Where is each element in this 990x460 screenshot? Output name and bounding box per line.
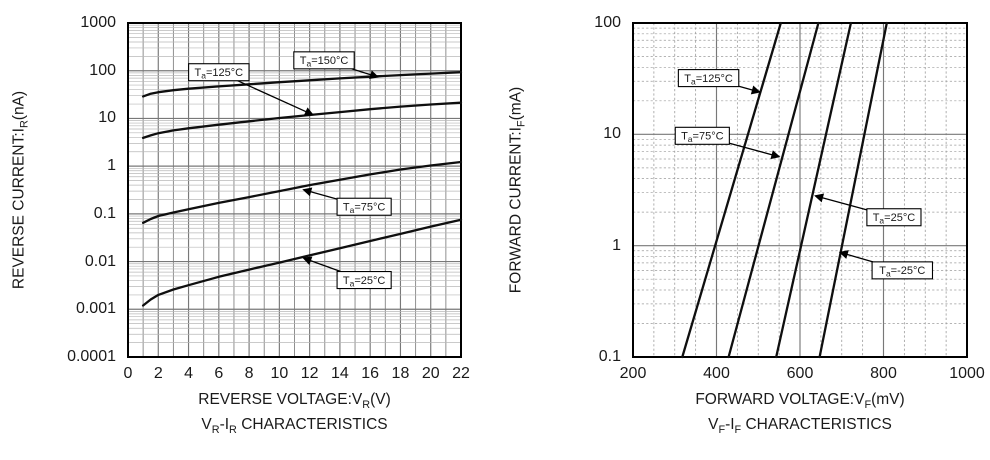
x-tick-label: 10: [270, 365, 289, 382]
callout-ta-125-c: Ta=125°C: [677, 69, 761, 95]
y-tick-label: 100: [89, 61, 116, 79]
curve-ta-25-c: [818, 21, 888, 359]
y-tick-label: 1000: [80, 14, 116, 31]
plot-border: [127, 22, 462, 358]
x-tick-label: 22: [452, 365, 470, 382]
callout-arrow: [729, 142, 781, 160]
y-tick-label: 0.0001: [67, 348, 116, 365]
x-grid: [653, 23, 947, 357]
x-axis-label: FORWARD VOLTAGE:VF(mV): [695, 391, 905, 412]
curve-ta-75-c: [141, 160, 463, 224]
callout-box: [871, 261, 934, 280]
y-tick-label: 10: [98, 109, 116, 127]
callout-label: Ta=150°C: [300, 55, 349, 69]
callout-ta-75-c: Ta=75°C: [302, 187, 392, 216]
curve-ta-25-c: [141, 218, 463, 307]
y-grid: [128, 24, 461, 343]
callout-label: Ta=125°C: [195, 67, 244, 81]
y-tick-label: 0.1: [93, 204, 116, 222]
x-tick-label: 400: [703, 365, 730, 382]
y-tick-label: 100: [594, 14, 621, 31]
callout-ta-25-c: Ta=25°C: [814, 193, 922, 227]
y-axis-label: FORWARD CURRENT:IF(mA): [507, 86, 528, 294]
curve-ta-150-c: [141, 71, 463, 98]
callout-box: [674, 126, 730, 145]
x-tick-label: 600: [786, 365, 814, 382]
x-tick-label: 6: [214, 365, 224, 382]
x-tick-label: 16: [361, 365, 380, 382]
chart-vf-if: Ta=125°C Ta=75°C Ta=25°C Ta=-25°C 100 10 1 0.1 2…: [495, 0, 990, 460]
chart-svg: Ta=125°C Ta=75°C Ta=25°C Ta=-25°C: [632, 21, 968, 359]
y-tick-label: 0.1: [598, 348, 621, 365]
callout-label: Ta=25°C: [873, 212, 916, 226]
callout-box: [866, 208, 922, 227]
x-tick-label: 14: [331, 365, 349, 382]
callout-ta-25-c: Ta=-25°C: [838, 250, 934, 280]
chart-vr-ir: Ta=125°C Ta=150°C Ta=75°C Ta=25°C 1000 100 10 1…: [10, 14, 470, 437]
x-tick-label: 200: [619, 365, 647, 382]
x-tick-label: 12: [300, 365, 319, 382]
callout-ta-125-c: Ta=125°C: [188, 63, 314, 116]
callout-label: Ta=-25°C: [879, 265, 925, 279]
x-tick-label: 1000: [949, 365, 985, 382]
y-tick-label: 1: [107, 157, 116, 175]
y-axis-label: REVERSE CURRENT:IR(nA): [10, 90, 31, 290]
callout-box: [188, 63, 250, 82]
callout-arrow: [237, 80, 314, 116]
chart-svg: Ta=125°C Ta=150°C Ta=75°C Ta=25°C: [127, 22, 463, 358]
y-tick-label: 0.01: [84, 252, 116, 270]
chart-title: VF-IF CHARACTERISTICS: [708, 416, 892, 437]
x-tick-label: 2: [153, 365, 163, 382]
x-tick-label: 4: [184, 365, 193, 382]
curve-ta-75-c: [727, 21, 820, 359]
callout-label: Ta=125°C: [684, 73, 733, 87]
callout-arrow: [738, 85, 761, 95]
callout-arrow: [838, 250, 874, 263]
y-tick-label: 1: [612, 236, 621, 254]
callout-ta-75-c: Ta=75°C: [674, 126, 781, 160]
y-tick-label: 0.001: [75, 300, 116, 318]
curve-ta-125-c: [681, 21, 782, 359]
callout-box: [336, 197, 392, 216]
x-axis-label: REVERSE VOLTAGE:VR(V): [198, 391, 391, 412]
y-tick-label: 10: [603, 125, 621, 143]
callout-label: Ta=75°C: [343, 202, 386, 216]
x-tick-label: 800: [870, 365, 897, 382]
callout-box: [293, 51, 355, 70]
callout-ta-150-c: Ta=150°C: [293, 51, 380, 80]
callout-ta-25-c: Ta=25°C: [302, 256, 392, 290]
callout-arrow: [302, 187, 338, 200]
x-tick-label: 0: [123, 365, 133, 382]
callout-box: [677, 69, 740, 88]
callout-box: [336, 270, 392, 290]
x-tick-label: 8: [244, 365, 254, 382]
curve-ta-25-c: [775, 21, 853, 359]
callout-arrow: [814, 193, 868, 211]
x-tick-label: 20: [421, 365, 440, 382]
plot-border: [632, 22, 968, 358]
x-tick-label: 18: [391, 365, 410, 382]
callout-arrow: [302, 256, 341, 273]
callout-arrow: [351, 68, 380, 80]
curve-ta-125-c: [141, 101, 463, 140]
callout-label: Ta=75°C: [681, 131, 724, 145]
callout-label: Ta=25°C: [343, 275, 386, 289]
chart-title: VR-IR CHARACTERISTICS: [201, 416, 388, 437]
